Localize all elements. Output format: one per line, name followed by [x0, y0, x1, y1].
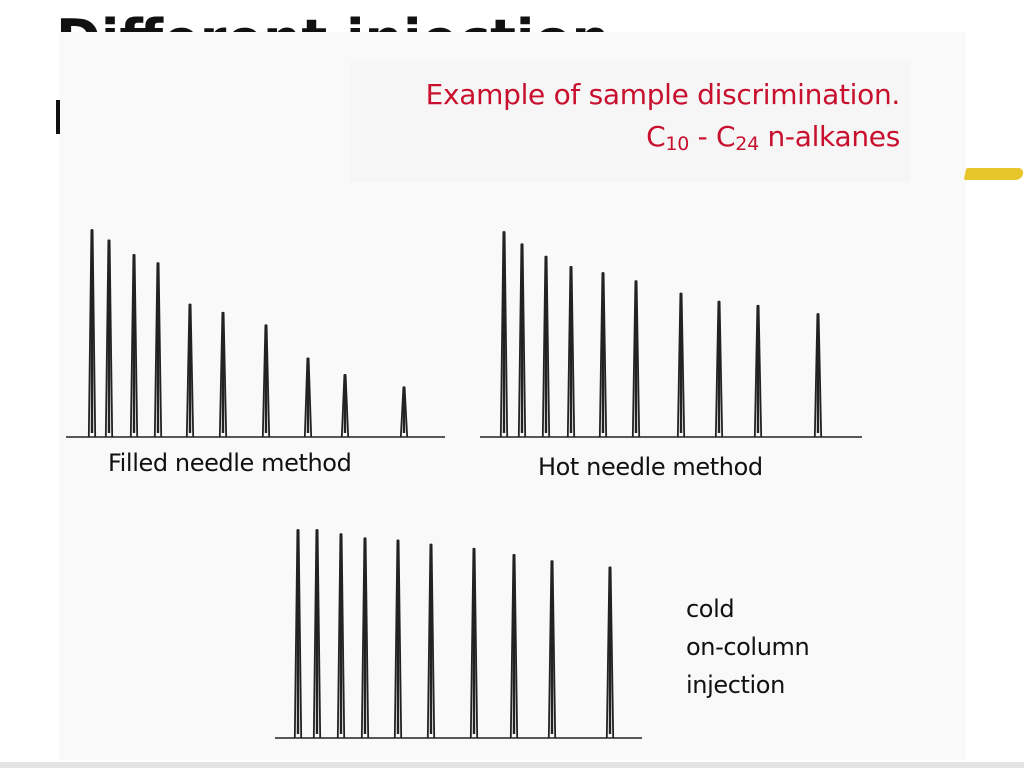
peak-2-2: [517, 243, 527, 438]
cold-label-line-2: on-column: [686, 633, 810, 661]
caption-dash: -: [689, 120, 717, 153]
figure-caption: Example of sample discrimination. C10 - …: [425, 74, 901, 158]
peak-3-6: [426, 543, 436, 739]
peak-3-4: [360, 537, 370, 739]
peak-3-1: [293, 529, 303, 739]
peak-1-2: [104, 239, 114, 438]
peak-2-1: [499, 231, 509, 438]
peak-1-3: [129, 253, 139, 438]
peak-2-10: [813, 313, 823, 438]
peak-2-3: [541, 255, 551, 438]
slide-bottom-rule: [0, 762, 1024, 768]
cold-label-line-3: injection: [686, 671, 785, 699]
caption-carbon-start-subscript: 10: [665, 133, 689, 155]
peak-1-6: [218, 311, 228, 438]
peak-3-2: [312, 529, 322, 739]
peak-3-3: [336, 533, 346, 739]
peak-1-10: [399, 386, 409, 438]
peak-1-9: [340, 374, 350, 438]
peak-3-7: [469, 547, 479, 739]
peak-3-8: [509, 554, 519, 739]
cold-on-column-label: cold on-column injection: [686, 590, 810, 704]
caption-suffix: n-alkanes: [758, 120, 900, 153]
peak-1-8: [303, 357, 313, 438]
peak-2-6: [631, 280, 641, 438]
filled-needle-label: Filled needle method: [108, 449, 352, 477]
hot-needle-label: Hot needle method: [538, 453, 763, 481]
peak-3-9: [547, 560, 557, 739]
peak-2-7: [676, 292, 686, 438]
caption-line-1: Example of sample discrimination.: [425, 78, 901, 111]
peak-1-5: [185, 303, 195, 438]
peak-2-9: [753, 304, 763, 438]
caption-box: [350, 60, 910, 182]
peak-2-5: [598, 272, 608, 438]
peak-1-7: [261, 324, 271, 438]
title-bar-stub: [56, 100, 60, 134]
peak-1-4: [153, 262, 163, 438]
caption-carbon-start: C: [646, 120, 666, 153]
peak-3-5: [393, 539, 403, 739]
peak-2-4: [566, 265, 576, 438]
caption-line-2: C10 - C24 n-alkanes: [426, 116, 900, 158]
caption-carbon-end-subscript: 24: [735, 133, 759, 155]
peak-2-8: [714, 300, 724, 438]
caption-carbon-end: C: [716, 120, 736, 153]
cold-label-line-1: cold: [686, 595, 735, 623]
peak-3-10: [605, 566, 615, 739]
peak-1-1: [87, 229, 97, 438]
